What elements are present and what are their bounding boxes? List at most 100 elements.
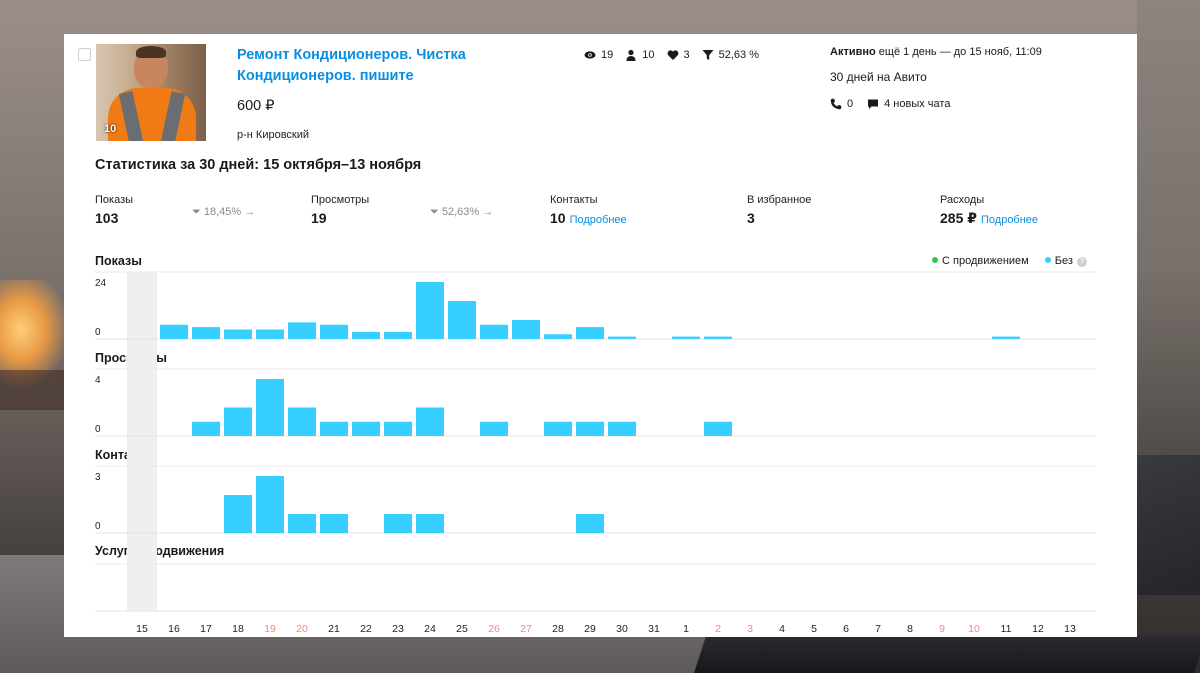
x-tick-label: 4 — [779, 623, 785, 635]
x-tick-label: 22 — [360, 623, 372, 635]
y-tick-label-max: 24 — [95, 278, 107, 289]
person-icon — [625, 49, 637, 61]
x-tick-label: 10 — [968, 623, 980, 635]
x-tick-label: 26 — [488, 623, 500, 635]
status-line: Активно ещё 1 день — до 15 нояб, 11:09 — [830, 46, 1042, 58]
days-on-avito: 30 дней на Авито — [830, 70, 927, 84]
listing-price: 600 ₽ — [237, 98, 275, 114]
chart-bar — [224, 495, 252, 533]
expenses-value: 285 ₽ — [940, 210, 977, 226]
y-tick-label-max: 3 — [95, 472, 101, 483]
chart-bar — [384, 421, 412, 436]
summary-views: Просмотры 19 — [311, 194, 369, 226]
new-chats: 4 новых чата — [884, 98, 951, 110]
conversion-metric: 52,63 % — [702, 49, 759, 61]
x-tick-label: 27 — [520, 623, 532, 635]
chart-bar — [288, 514, 316, 533]
chart-bar — [448, 301, 476, 339]
y-tick-label-zero: 0 — [95, 327, 101, 338]
x-tick-label: 17 — [200, 623, 212, 635]
photo-count: 10 — [104, 123, 117, 135]
contacts-label: Контакты — [550, 194, 598, 206]
communication-row: 0 4 новых чата — [830, 98, 950, 110]
views-value: 19 — [311, 210, 327, 226]
stats-title: Статистика за 30 дней: 15 октября–13 ноя… — [95, 157, 422, 173]
chat-icon — [867, 98, 879, 110]
views-count: 19 — [601, 49, 614, 61]
x-tick-label: 31 — [648, 623, 660, 635]
contacts-details-link[interactable]: Подробнее — [569, 214, 627, 226]
chart-bar — [320, 514, 348, 533]
x-tick-label: 30 — [616, 623, 628, 635]
summary-favorites: В избранное 3 — [747, 194, 811, 226]
x-tick-label: 12 — [1032, 623, 1044, 635]
contacts-value: 10 — [550, 210, 566, 226]
phone-icon — [830, 98, 842, 110]
x-tick-label: 18 — [232, 623, 244, 635]
listing-photo[interactable]: 10 — [96, 44, 206, 141]
x-tick-label: 28 — [552, 623, 564, 635]
chart-bar — [576, 327, 604, 339]
expenses-details-link[interactable]: Подробнее — [981, 214, 1039, 226]
chart-bar — [256, 329, 284, 339]
y-tick-label-zero: 0 — [95, 521, 101, 532]
legend-without-dot — [1044, 257, 1051, 263]
chart-bar — [480, 421, 508, 436]
photo-person-hair — [136, 46, 166, 58]
chart-bar — [352, 421, 380, 436]
chart-bar — [416, 514, 444, 533]
current-day-band — [127, 272, 157, 611]
impressions-label: Показы — [95, 194, 134, 206]
calls-count: 0 — [847, 98, 854, 110]
chart-bar — [576, 421, 604, 436]
x-tick-label: 25 — [456, 623, 468, 635]
chart-bar — [192, 327, 220, 339]
favorites-value: 3 — [747, 210, 755, 226]
chart-bar — [192, 421, 220, 436]
views-conv-value: 52,63% — [441, 206, 480, 218]
x-tick-label: 13 — [1064, 623, 1076, 635]
x-tick-label: 3 — [747, 623, 753, 635]
chart-bar — [224, 329, 252, 339]
arrow-right-icon: → — [482, 206, 494, 218]
chart-legend: С продвижением Без? — [932, 255, 1087, 267]
x-tick-label: 29 — [584, 623, 596, 635]
chart-bar — [224, 407, 252, 436]
chart-bar — [384, 331, 412, 339]
eye-icon — [584, 49, 596, 61]
heart-icon — [667, 49, 679, 61]
select-checkbox[interactable] — [78, 48, 91, 61]
arrow-right-icon: → — [244, 206, 256, 218]
chart-bar — [352, 331, 380, 339]
chart-bar — [160, 324, 188, 339]
funnel-icon: ⏷ — [192, 206, 201, 218]
chart-bar — [416, 282, 444, 339]
views-metric: 19 — [584, 49, 613, 61]
legend-without: Без? — [1044, 255, 1087, 267]
chart-bar — [288, 407, 316, 436]
x-tick-label: 11 — [1001, 623, 1012, 635]
calls-metric[interactable]: 0 — [830, 98, 853, 110]
chart-bar — [416, 407, 444, 436]
views-label: Просмотры — [311, 194, 370, 206]
listing-title-link[interactable]: Ремонт Кондиционеров. Чистка Кондиционер… — [237, 47, 466, 84]
chats-metric[interactable]: 4 новых чата — [867, 98, 950, 110]
chart-bar — [704, 421, 732, 436]
status-active: Активно — [830, 46, 876, 58]
summary-impressions: Показы 103 — [95, 194, 133, 226]
summary-expenses: Расходы 285 ₽ Подробнее — [940, 194, 1038, 227]
x-tick-label: 7 — [875, 623, 881, 635]
contacts-metric: 10 — [625, 49, 655, 61]
views-conversion: ⏷ 52,63% → — [430, 206, 493, 219]
y-tick-label-zero: 0 — [95, 424, 101, 435]
x-tick-label: 6 — [843, 623, 849, 635]
chart-bar — [608, 336, 636, 339]
x-tick-label: 24 — [424, 623, 436, 635]
impressions-conv-value: 18,45% — [203, 206, 242, 218]
legend-promoted-label: С продвижением — [942, 255, 1029, 267]
x-tick-label: 20 — [296, 623, 308, 635]
x-tick-label: 5 — [811, 623, 817, 635]
chart-bar — [320, 324, 348, 339]
help-icon[interactable]: ? — [1076, 257, 1087, 267]
